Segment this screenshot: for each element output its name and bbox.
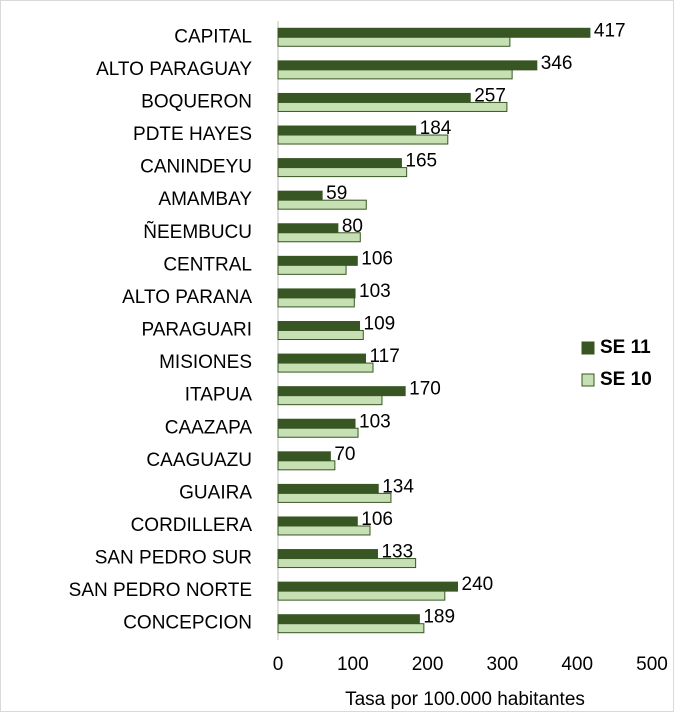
y-tick-label: MISIONES [159, 352, 252, 373]
legend-swatch [581, 373, 595, 387]
bar [277, 549, 378, 560]
data-label: 184 [420, 118, 452, 139]
x-tick-label: 400 [561, 654, 593, 675]
bar [277, 353, 367, 364]
y-tick-label: CAPITAL [174, 26, 252, 47]
bar [277, 516, 358, 527]
y-tick-label: ALTO PARAGUAY [96, 59, 252, 80]
bar [277, 614, 420, 625]
bar [277, 427, 359, 438]
bar [277, 492, 392, 503]
x-tick-label: 500 [636, 654, 668, 675]
data-label: 133 [381, 542, 413, 563]
legend-label: SE 10 [600, 369, 652, 390]
bar [277, 623, 425, 634]
bar [277, 92, 471, 103]
bar [277, 288, 356, 299]
data-label: 117 [370, 346, 400, 367]
bar [277, 60, 538, 71]
legend-swatch [581, 341, 595, 355]
legend-label: SE 11 [600, 337, 651, 358]
bar [277, 36, 511, 47]
data-label: 103 [359, 281, 391, 302]
y-tick-label: CAAGUAZU [146, 450, 252, 471]
bar [277, 483, 379, 494]
y-tick-label: SAN PEDRO SUR [95, 548, 252, 569]
bar [277, 190, 323, 201]
data-label: 346 [541, 53, 573, 74]
y-tick-label: ÑEEMBUCU [143, 221, 252, 243]
bar [277, 27, 591, 38]
bar [277, 167, 408, 178]
bar [277, 460, 336, 471]
bar [277, 134, 449, 145]
bar [277, 223, 339, 234]
data-label: 134 [382, 476, 414, 497]
data-label: 106 [361, 248, 393, 269]
bar [277, 232, 361, 243]
bar [277, 558, 417, 569]
y-tick-label: AMAMBAY [158, 189, 252, 210]
y-tick-label: BOQUERON [141, 91, 252, 112]
bar [277, 125, 417, 136]
x-tick-label: 300 [487, 654, 519, 675]
bar [277, 297, 355, 308]
bar [277, 418, 356, 429]
bar [277, 158, 402, 169]
bar [277, 101, 508, 112]
x-tick-label: 200 [412, 654, 444, 675]
x-axis-title: Tasa por 100.000 habitantes [345, 689, 585, 710]
y-tick-label: PDTE HAYES [133, 124, 252, 145]
y-tick-label: SAN PEDRO NORTE [69, 580, 252, 601]
bar [277, 386, 406, 397]
x-tick-label: 0 [273, 654, 284, 675]
y-tick-label: CORDILLERA [131, 515, 253, 536]
data-label: 80 [342, 216, 363, 237]
bar [277, 199, 367, 210]
bar [277, 581, 459, 592]
bar [277, 264, 347, 275]
y-tick-label: PARAGUARI [141, 320, 252, 341]
bar [277, 69, 513, 80]
bar [277, 525, 371, 536]
data-label: 417 [594, 20, 626, 41]
data-label: 59 [326, 183, 347, 204]
bar [277, 590, 446, 601]
x-tick-label: 100 [337, 654, 369, 675]
bar [277, 451, 331, 462]
y-tick-label: CONCEPCION [123, 613, 252, 634]
bar [277, 395, 383, 406]
data-label: 240 [462, 574, 494, 595]
data-label: 189 [423, 607, 455, 628]
y-tick-label: CANINDEYU [140, 157, 252, 178]
bar [277, 255, 358, 266]
data-label: 70 [334, 444, 355, 465]
data-label: 103 [359, 411, 391, 432]
data-label: 109 [364, 314, 396, 335]
y-tick-label: ITAPUA [185, 385, 253, 406]
y-tick-label: ALTO PARANA [122, 287, 252, 308]
y-tick-label: CAAZAPA [165, 417, 253, 438]
bar [277, 321, 361, 331]
y-tick-label: GUAIRA [179, 482, 252, 503]
data-label: 170 [409, 379, 441, 400]
y-tick-label: CENTRAL [163, 254, 252, 275]
data-label: 106 [361, 509, 393, 530]
data-label: 257 [474, 85, 506, 106]
bar [277, 362, 374, 373]
bar [277, 330, 364, 340]
data-label: 165 [405, 151, 437, 172]
